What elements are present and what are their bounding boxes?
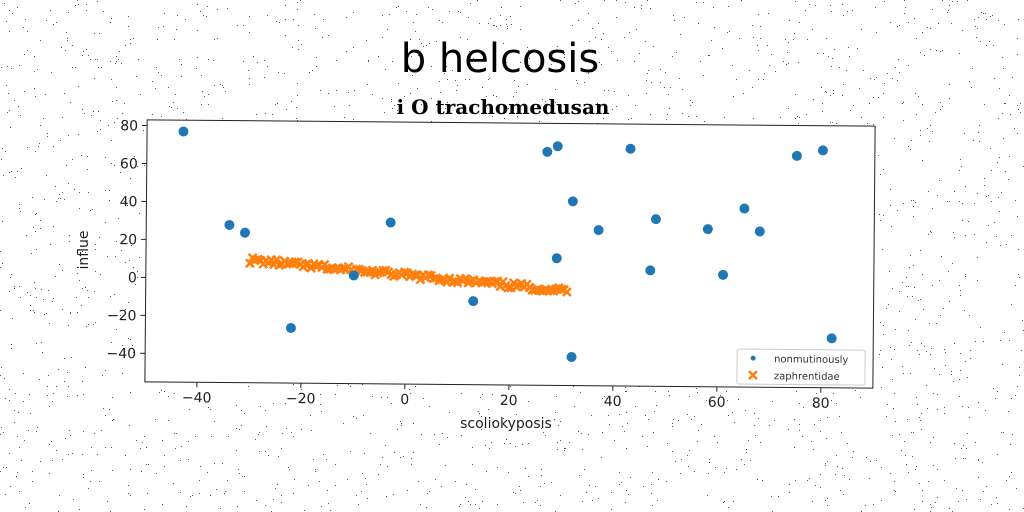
point-nonmutinously (567, 196, 578, 207)
y-axis-label: influe (76, 230, 92, 269)
point-nonmutinously (551, 253, 562, 264)
point-nonmutinously (826, 333, 837, 344)
plot-area: −40 −20 0 20 40 60 80 −40 −20 0 20 40 60 80 nonmutin… (107, 118, 876, 412)
y-tick-label: 20 (119, 232, 137, 248)
plot-frame (144, 119, 876, 389)
point-nonmutinously (817, 145, 828, 156)
y-tick-label: 40 (120, 194, 138, 210)
point-zaphrentidae (428, 273, 439, 284)
point-zaphrentidae (415, 274, 426, 285)
point-nonmutinously (385, 217, 396, 228)
y-tick-label: 80 (120, 118, 138, 134)
point-zaphrentidae (372, 267, 383, 278)
point-zaphrentidae (290, 257, 301, 267)
legend-label-nonmutinously: nonmutinously (774, 354, 848, 366)
y-tick-label: 60 (120, 156, 138, 172)
point-zaphrentidae (245, 258, 255, 269)
chart-subtitle: i O trachomedusan (397, 95, 610, 119)
point-zaphrentidae (482, 276, 492, 287)
point-nonmutinously (702, 224, 713, 235)
point-nonmutinously (285, 322, 296, 333)
y-tick-label: 0 (128, 270, 137, 286)
legend: nonmutinously zaphrentidae (736, 348, 866, 386)
point-nonmutinously (552, 141, 563, 152)
point-nonmutinously (650, 214, 661, 225)
point-nonmutinously (178, 126, 189, 137)
x-axis-label: scoliokyposis (460, 416, 552, 432)
x-tick-label: 20 (500, 393, 518, 409)
point-nonmutinously (542, 146, 553, 157)
legend-label-zaphrentidae: zaphrentidae (774, 371, 840, 383)
x-tick-label: 80 (812, 396, 830, 412)
series-nonmutinously (178, 126, 837, 363)
point-nonmutinously (791, 150, 802, 161)
x-tick-label: −40 (182, 390, 212, 406)
point-zaphrentidae (556, 284, 567, 295)
point-nonmutinously (625, 143, 636, 154)
legend-box (736, 348, 866, 386)
point-nonmutinously (754, 226, 765, 237)
x-tick-label: −20 (286, 391, 316, 407)
series-zaphrentidae (245, 252, 572, 297)
legend-marker-nonmutinously (750, 355, 756, 361)
point-zaphrentidae (561, 287, 572, 297)
x-tick-label: 0 (400, 392, 409, 408)
legend-marker-zaphrentidae (748, 370, 758, 381)
point-nonmutinously (593, 225, 604, 236)
chart-title: b helcosis (401, 36, 599, 82)
y-tick-label: −20 (107, 308, 137, 324)
point-nonmutinously (718, 269, 729, 280)
point-nonmutinously (348, 270, 359, 281)
point-nonmutinously (239, 227, 250, 238)
point-nonmutinously (224, 219, 235, 230)
point-zaphrentidae (436, 274, 447, 285)
x-tick-label: 40 (604, 394, 622, 410)
point-nonmutinously (566, 352, 577, 363)
point-nonmutinously (468, 296, 479, 307)
point-nonmutinously (739, 203, 750, 214)
point-nonmutinously (645, 265, 656, 276)
x-axis: −40 −20 0 20 40 60 80 (182, 382, 830, 412)
y-tick-label: −40 (107, 346, 137, 362)
x-tick-label: 60 (708, 395, 726, 411)
y-axis: −40 −20 0 20 40 60 80 (107, 118, 148, 362)
